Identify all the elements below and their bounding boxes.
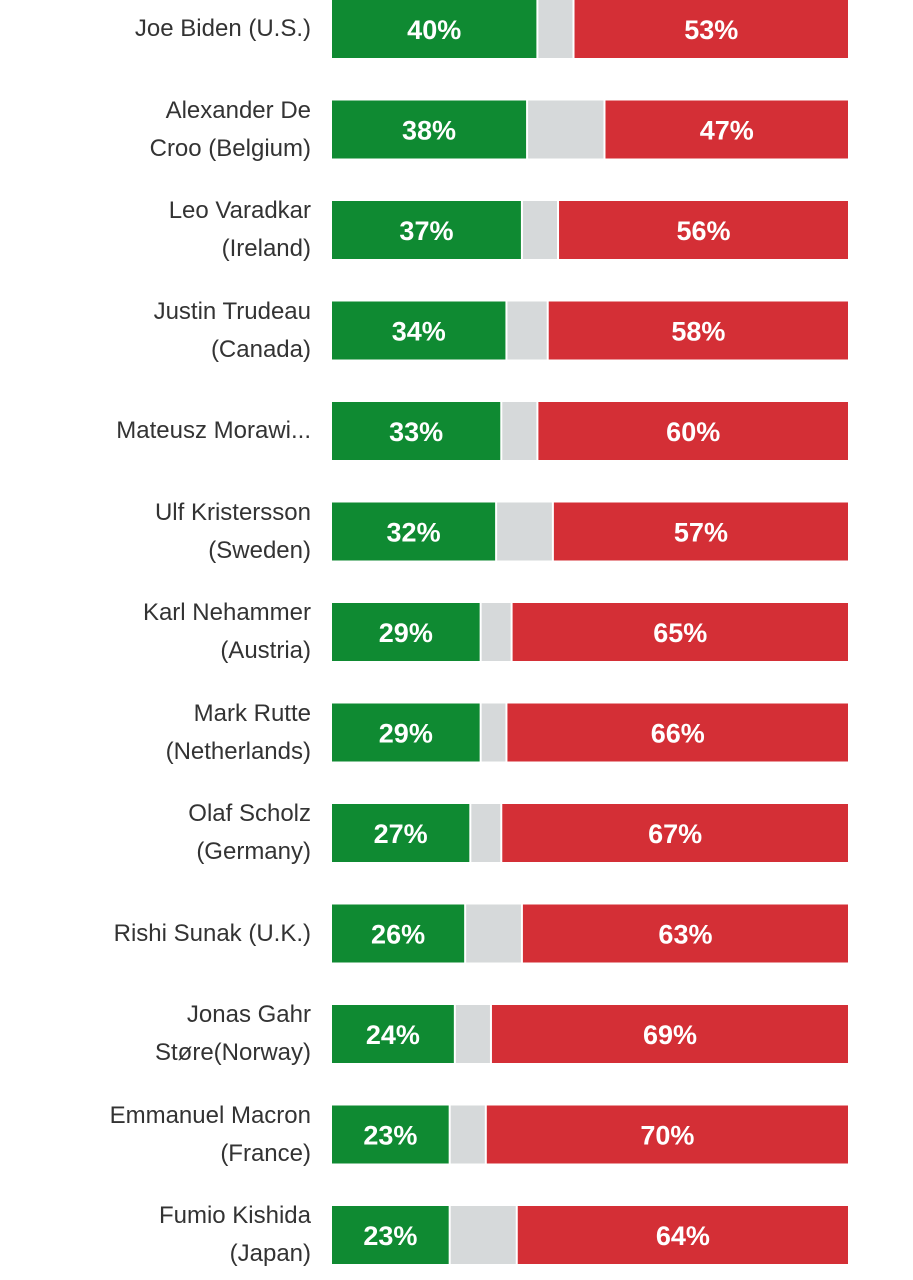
bar-segment (538, 402, 848, 460)
value-label: 60% (666, 417, 720, 447)
value-label: 29% (379, 618, 433, 648)
value-label: 58% (671, 317, 725, 347)
value-label: 67% (648, 819, 702, 849)
bar-segment (502, 402, 537, 460)
value-label: 27% (374, 819, 428, 849)
value-label: 63% (658, 920, 712, 950)
bar-segment (450, 1206, 516, 1264)
value-label: 38% (402, 116, 456, 146)
bar-segment (517, 1206, 848, 1264)
bar-segment (466, 904, 521, 963)
category-label: Rishi Sunak (U.K.) (113, 919, 311, 947)
value-label: 66% (651, 719, 705, 749)
bar-segment (502, 804, 848, 862)
value-label: 26% (371, 920, 425, 950)
category-label: Karl Nehammer (Austria) (142, 599, 311, 664)
bar-segment (471, 804, 501, 862)
bar-segment (332, 904, 465, 963)
bar-segment (491, 1005, 848, 1063)
value-label: 47% (700, 116, 754, 146)
value-label: 29% (379, 719, 433, 749)
value-label: 37% (399, 216, 453, 246)
bar-segment (522, 904, 848, 963)
bar-segment (332, 804, 470, 862)
bar-segment (538, 0, 573, 58)
category-label: Mark Rutte (Netherlands) (165, 699, 311, 765)
category-label: Emmanuel Macron (France) (109, 1101, 311, 1167)
bar-segment (522, 201, 558, 259)
bar-segment (332, 402, 501, 460)
value-label: 53% (684, 15, 738, 45)
category-label: Mateusz Morawi... (116, 417, 311, 444)
category-label: Justin Trudeau (Canada) (153, 297, 311, 363)
value-label: 70% (640, 1121, 694, 1151)
value-label: 32% (387, 518, 441, 548)
value-label: 40% (407, 15, 461, 45)
bar-segment (332, 1105, 449, 1164)
bar-segment (481, 603, 511, 661)
bar-segment (605, 100, 848, 159)
category-label: Alexander De Croo (Belgium) (149, 96, 311, 162)
bar-segment (512, 603, 848, 661)
value-label: 24% (366, 1020, 420, 1050)
bar-segment (481, 703, 506, 762)
bar-segment (332, 1206, 449, 1264)
category-label: Olaf Scholz (Germany) (188, 800, 311, 865)
bar-segment (497, 502, 552, 561)
category-label: Ulf Kristersson (Sweden) (154, 498, 311, 564)
bar-segment (507, 703, 848, 762)
bar-segment (332, 0, 537, 58)
value-label: 23% (363, 1221, 417, 1251)
value-label: 33% (389, 417, 443, 447)
bar-segment (548, 301, 848, 360)
category-label: Leo Varadkar (Ireland) (168, 197, 311, 262)
bar-segment (528, 100, 604, 159)
bar-segment (559, 201, 848, 259)
value-label: 64% (656, 1221, 710, 1251)
value-label: 57% (674, 518, 728, 548)
bar-segment (332, 603, 480, 661)
category-label: Jonas Gahr Støre(Norway) (154, 1001, 311, 1066)
bar-segment (332, 201, 521, 259)
bar-segment (332, 301, 506, 360)
value-label: 34% (392, 317, 446, 347)
value-label: 65% (653, 618, 707, 648)
bar-segment (332, 502, 496, 561)
bar-segment (332, 1005, 454, 1063)
value-label: 23% (363, 1121, 417, 1151)
bar-segment (455, 1005, 490, 1063)
bar-segment (486, 1105, 848, 1164)
category-label: Fumio Kishida (Japan) (158, 1202, 311, 1267)
value-label: 56% (676, 216, 730, 246)
category-label: Joe Biden (U.S.) (134, 15, 311, 42)
value-label: 69% (643, 1020, 697, 1050)
bar-segment (450, 1105, 485, 1164)
bar-segment (553, 502, 848, 561)
bar-segment (332, 100, 527, 159)
bar-segment (507, 301, 547, 360)
bar-segment (574, 0, 848, 58)
bar-segment (332, 703, 480, 762)
